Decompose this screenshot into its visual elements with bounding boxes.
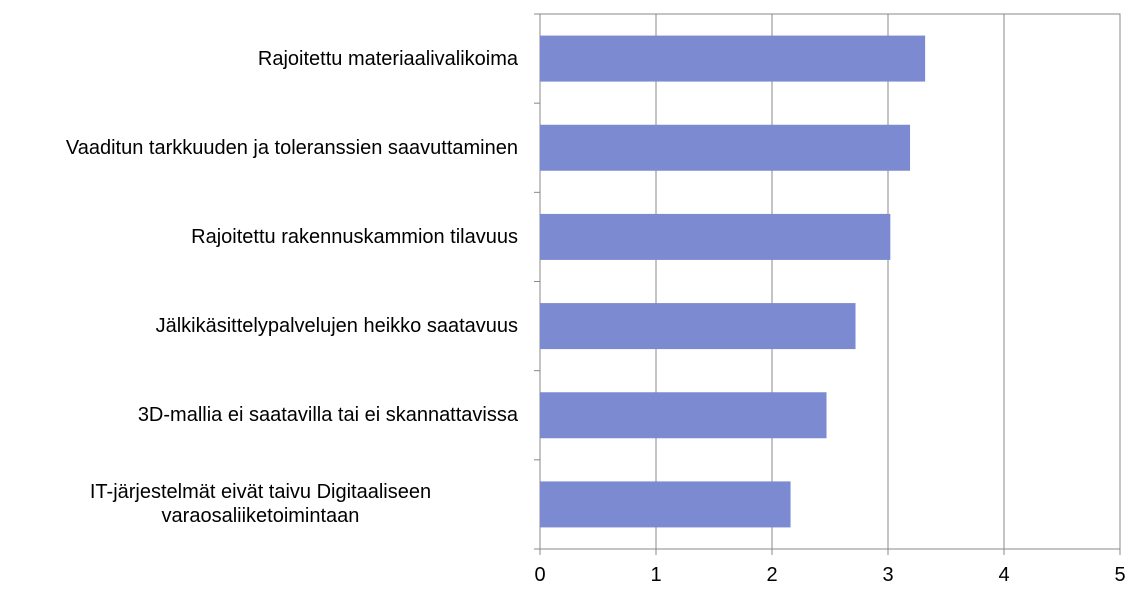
plot-border <box>539 13 1121 550</box>
y-tick-label: Jälkikäsittelypalvelujen heikko saatavuu… <box>155 315 518 338</box>
bar <box>540 392 827 439</box>
bar <box>540 124 911 171</box>
y-tick-label: IT-järjestelmät eivät taivu Digitaalisee… <box>89 481 432 528</box>
x-tick-label: 1 <box>650 564 661 586</box>
x-tick-label: 0 <box>534 564 545 586</box>
y-tick-label: Vaaditun tarkkuuden ja toleranssien saav… <box>65 136 518 159</box>
bar <box>540 481 791 528</box>
y-tick-label: Rajoitettu rakennuskammion tilavuus <box>191 225 518 248</box>
bar <box>540 303 856 350</box>
x-tick-label: 2 <box>766 564 777 586</box>
x-tick-label: 5 <box>1114 564 1125 586</box>
bar <box>540 213 891 260</box>
x-tick-label: 3 <box>882 564 893 586</box>
bar <box>540 35 926 82</box>
y-tick-label: 3D-mallia ei saatavilla tai ei skannatta… <box>137 404 518 427</box>
y-tick-label: Rajoitettu materiaalivalikoima <box>257 47 518 70</box>
x-tick-label: 4 <box>998 564 1009 586</box>
